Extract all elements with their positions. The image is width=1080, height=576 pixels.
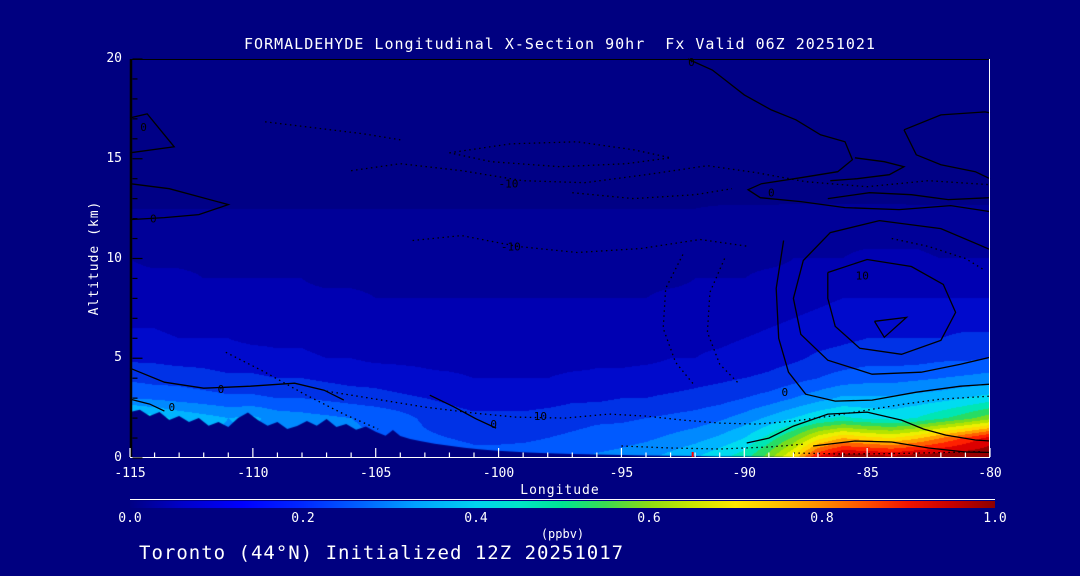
solid-contour-line [129,183,231,221]
colorbar-tick-label: 0.0 [118,511,142,526]
colorbar-tick-label: 0.8 [810,511,834,526]
contour-label: 0 [218,383,225,396]
dotted-contour-line [351,163,991,188]
x-tick-label: -100 [482,466,515,481]
dotted-contour-line [572,188,733,200]
contour-label: 0 [150,213,157,226]
solid-contour-line [687,58,991,213]
solid-contour-line [873,316,909,339]
colorbar [130,499,995,508]
y-tick-label: 20 [106,51,122,66]
colorbar-top-line [130,499,995,500]
contour-label: 10 [856,269,869,282]
dotted-contour-line [412,234,750,254]
contour-label: 0 [140,121,147,134]
contour-label: 0 [688,56,695,69]
solid-contour-line [129,398,165,412]
solid-contour-line [746,411,991,444]
y-tick-label: 0 [114,450,122,465]
y-tick-label: 5 [114,350,122,366]
y-tick-label: 15 [106,150,122,166]
contour-label: 0 [782,386,789,399]
plot-title: FORMALDEHYDE Longitudinal X-Section 90hr… [244,35,876,53]
heatmap-canvas [130,59,990,458]
x-tick-label: -95 [609,466,634,481]
solid-contour-line [775,240,991,402]
solid-contour-line [827,258,957,355]
contour-label: 0 [168,401,175,414]
solid-contour-line [903,129,991,180]
x-tick-label: -115 [114,466,146,481]
solid-contour-line [129,113,176,154]
contour-label: -10 [498,178,518,191]
x-tick-label: -80 [978,466,1002,481]
colorbar-tick-label: 0.2 [291,511,315,526]
solid-contour-line [813,440,991,454]
dotted-contour-line [326,390,991,425]
contour-overlay: 0 0 0 0 10 0 0 0 0 -10 -10 10 [129,56,991,459]
colorbar-gradient [130,501,995,508]
solid-contour-line [903,111,991,131]
colorbar-tick-label: 0.6 [637,511,661,526]
contour-label: 0 [768,187,775,200]
dotted-contour-line [225,351,379,430]
contour-label: -10 [501,241,521,254]
colorbar-unit: (ppbv) [540,527,585,541]
contour-label: 10 [534,410,547,423]
x-tick-label: -105 [360,466,392,481]
x-tick-label: -90 [732,466,757,481]
run-annotation: Toronto (44°N) Initialized 12Z 20251017 [139,542,625,564]
dotted-contour-line [793,450,983,455]
y-tick-label: 10 [106,250,122,266]
dotted-contour-line [706,258,740,385]
plot-area: 0 0 0 0 10 0 0 0 0 -10 -10 10 [129,56,991,459]
dotted-contour-line [662,254,696,387]
x-tick-label: -110 [237,466,269,481]
x-tick-label: -85 [855,466,879,481]
dotted-contour-line [449,141,671,168]
contour-label: 0 [490,418,497,431]
x-axis-title: Longitude [520,483,600,498]
solid-contour-line [792,219,991,375]
solid-contour-line [129,367,345,401]
solid-contour-line [429,394,497,429]
solid-contour-line [827,192,991,201]
colorbar-tick-label: 1.0 [983,511,1007,526]
dotted-contour-line [621,443,806,450]
dotted-contour-line [265,121,401,141]
solid-contour-line [830,157,906,182]
colorbar-tick-label: 0.4 [464,511,488,526]
